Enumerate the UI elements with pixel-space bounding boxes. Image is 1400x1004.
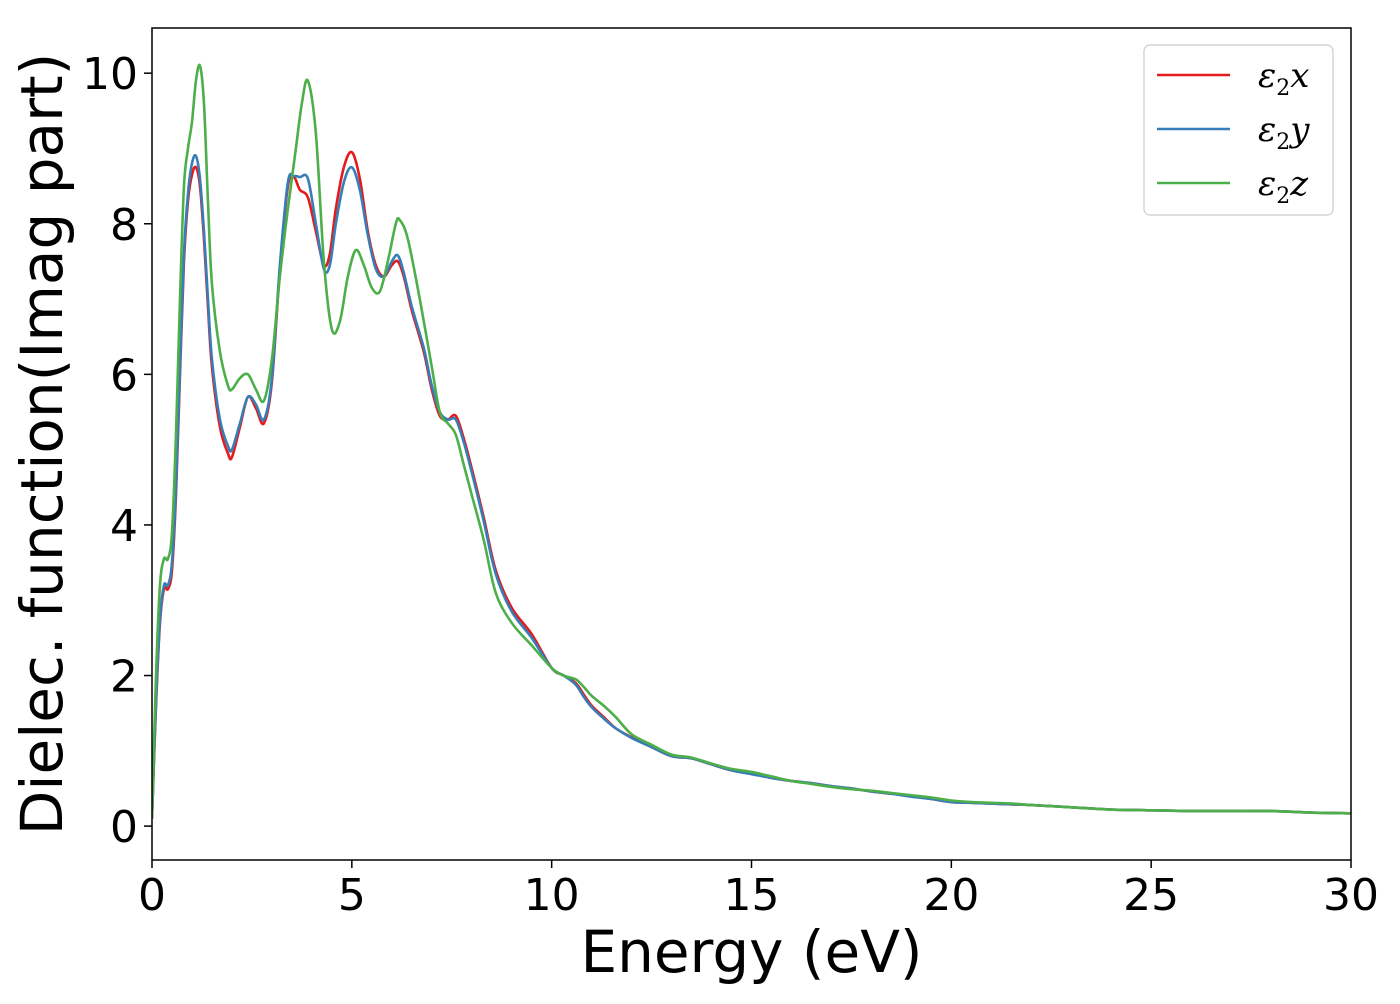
x-tick-label: 0 — [138, 870, 166, 921]
series-line-y — [152, 153, 1351, 819]
y-tick-label: 8 — [110, 200, 138, 251]
x-tick-label: 20 — [923, 870, 979, 921]
x-axis-title: Energy (eV) — [580, 918, 922, 986]
y-tick-label: 6 — [110, 350, 138, 401]
series-layer — [152, 63, 1351, 819]
x-tick-label: 25 — [1123, 870, 1179, 921]
legend-label-x: ε2x — [1258, 56, 1309, 101]
x-tick-label: 15 — [724, 870, 780, 921]
y-axis-ticks: 0 2 4 6 8 10 — [82, 49, 152, 853]
series-line-z — [152, 63, 1351, 819]
legend-label-y: ε2y — [1258, 110, 1310, 155]
x-axis-ticks: 0 5 10 15 20 25 30 — [138, 860, 1379, 921]
legend: ε2x ε2y ε2z — [1143, 44, 1334, 216]
x-tick-label: 5 — [338, 870, 366, 921]
y-axis-title: Dielec. function(Imag part) — [8, 53, 76, 836]
legend-box — [1143, 44, 1334, 216]
x-tick-label: 30 — [1323, 870, 1379, 921]
x-tick-label: 10 — [524, 870, 580, 921]
y-tick-label: 0 — [110, 802, 138, 853]
y-tick-label: 4 — [110, 501, 138, 552]
legend-label-z: ε2z — [1258, 164, 1309, 209]
y-tick-label: 2 — [110, 652, 138, 703]
y-tick-label: 10 — [82, 49, 138, 100]
